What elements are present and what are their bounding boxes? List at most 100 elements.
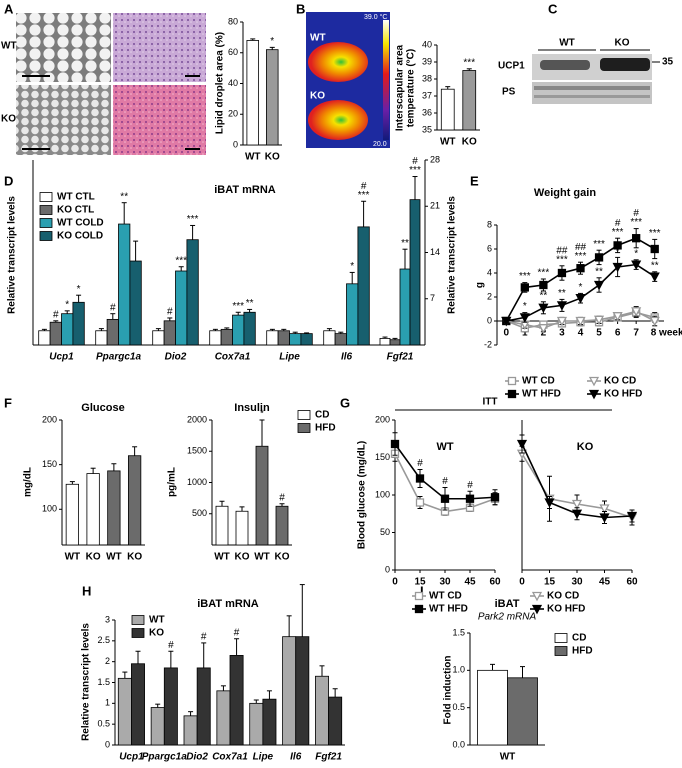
bar <box>462 70 477 131</box>
marker <box>538 324 549 334</box>
bar <box>235 510 249 546</box>
legend-swatch <box>297 423 311 433</box>
scale-label: 20.0 <box>373 141 387 148</box>
y-tick-label: 35 <box>422 124 432 134</box>
x-tick-label: Il6 <box>290 752 302 763</box>
x-tick-label: Dio2 <box>165 352 187 363</box>
x-tick-label: KO <box>127 552 142 563</box>
legend-label: KO HFD <box>547 604 585 615</box>
x-tick-label: 4 <box>578 328 584 339</box>
bar <box>249 702 264 746</box>
panel-label: F <box>4 395 12 410</box>
marker <box>650 244 659 254</box>
y-tick-label: 2000 <box>187 414 207 424</box>
significance-mark: *** <box>630 217 642 228</box>
marker <box>632 234 641 243</box>
legend-label: KO CTL <box>57 205 94 216</box>
bar <box>282 636 297 746</box>
y-tick-label: 0 <box>385 564 390 574</box>
x-tick-label: 6 <box>615 328 621 339</box>
histology-image <box>113 13 206 82</box>
bar <box>277 330 290 346</box>
y-tick-label: 80 <box>228 16 238 26</box>
legend-label: KO <box>149 628 164 639</box>
legend-swatch <box>39 218 53 228</box>
significance-mark: * <box>270 36 274 47</box>
x-tick-label: 0 <box>392 577 398 588</box>
significance-mark: ** <box>651 260 659 271</box>
significance-mark: *** <box>649 228 661 239</box>
chart-subtitle: Park2 mRNA <box>478 612 537 623</box>
y-tick-label: 28 <box>430 154 440 164</box>
x-tick-label: KO <box>275 552 290 563</box>
image-label: WT <box>310 33 326 44</box>
thermal-image <box>308 100 368 140</box>
x-tick-label: 15 <box>414 577 426 588</box>
significance-mark: *** <box>556 254 568 265</box>
bar <box>131 663 145 746</box>
chart-title: iBAT <box>495 598 520 610</box>
blot-band <box>540 60 590 70</box>
x-tick-label: 60 <box>626 577 638 588</box>
y-tick-label: 50 <box>380 527 390 537</box>
blot-band <box>534 86 650 90</box>
blot-row: UCP1 <box>498 61 525 72</box>
bar <box>127 455 142 546</box>
legend-marker <box>507 389 517 399</box>
legend-label: WT HFD <box>522 389 561 400</box>
x-tick-label: Lipe <box>253 752 274 763</box>
legend-label: WT CD <box>522 376 555 387</box>
x-tick-label: 1 <box>522 328 528 339</box>
x-tick-label: KO <box>235 552 250 563</box>
bar <box>209 330 222 346</box>
marker <box>544 498 555 508</box>
panel-label: C <box>548 1 558 16</box>
x-tick-label: 5 <box>596 328 602 339</box>
y-tick-label: 2 <box>487 291 492 301</box>
bar <box>196 667 211 746</box>
chart-title: Glucose <box>81 402 124 414</box>
y-tick-label: 38 <box>422 73 432 83</box>
significance-mark: # <box>417 458 423 469</box>
y-tick-label: 8 <box>487 219 492 229</box>
bar <box>49 321 62 346</box>
bar <box>152 330 165 346</box>
legend-label: KO CD <box>604 376 636 387</box>
bar <box>266 330 279 346</box>
bar <box>183 715 198 746</box>
marker <box>556 316 568 327</box>
x-tick-label: Fgf21 <box>315 752 342 763</box>
bar <box>255 445 269 546</box>
panel-label: G <box>340 395 350 410</box>
y-tick-label: 200 <box>375 414 390 424</box>
x-tick-label: Cox7a1 <box>212 752 248 763</box>
y-tick-label: 2 <box>105 656 110 666</box>
histology-image <box>113 85 206 155</box>
significance-mark: ** <box>539 290 547 301</box>
x-tick-label: Ppargc1a <box>96 352 141 363</box>
bar <box>65 483 80 546</box>
bar <box>129 260 142 346</box>
significance-mark: ** <box>120 191 128 202</box>
legend-marker <box>531 604 543 615</box>
bar <box>163 667 178 746</box>
x-tick-label: 60 <box>489 577 501 588</box>
bar <box>357 226 370 346</box>
y-tick-label: 7 <box>430 293 435 303</box>
y-tick-label: 60 <box>228 47 238 57</box>
legend-swatch <box>39 192 53 202</box>
y-axis-label: pg/mL <box>167 467 178 497</box>
bar <box>163 320 176 346</box>
color-scale <box>383 20 389 140</box>
scale-label: 39.0 °C <box>364 13 387 21</box>
bar <box>328 696 343 746</box>
y-tick-label: -2 <box>484 339 492 349</box>
marker <box>520 283 529 292</box>
marker <box>576 264 585 273</box>
histology-image <box>16 85 111 155</box>
legend-marker <box>588 376 600 387</box>
significance-mark: # <box>168 640 174 651</box>
panel-label: A <box>4 1 14 16</box>
row-label: WT <box>1 41 17 52</box>
y-tick-label: 1.0 <box>452 665 465 675</box>
